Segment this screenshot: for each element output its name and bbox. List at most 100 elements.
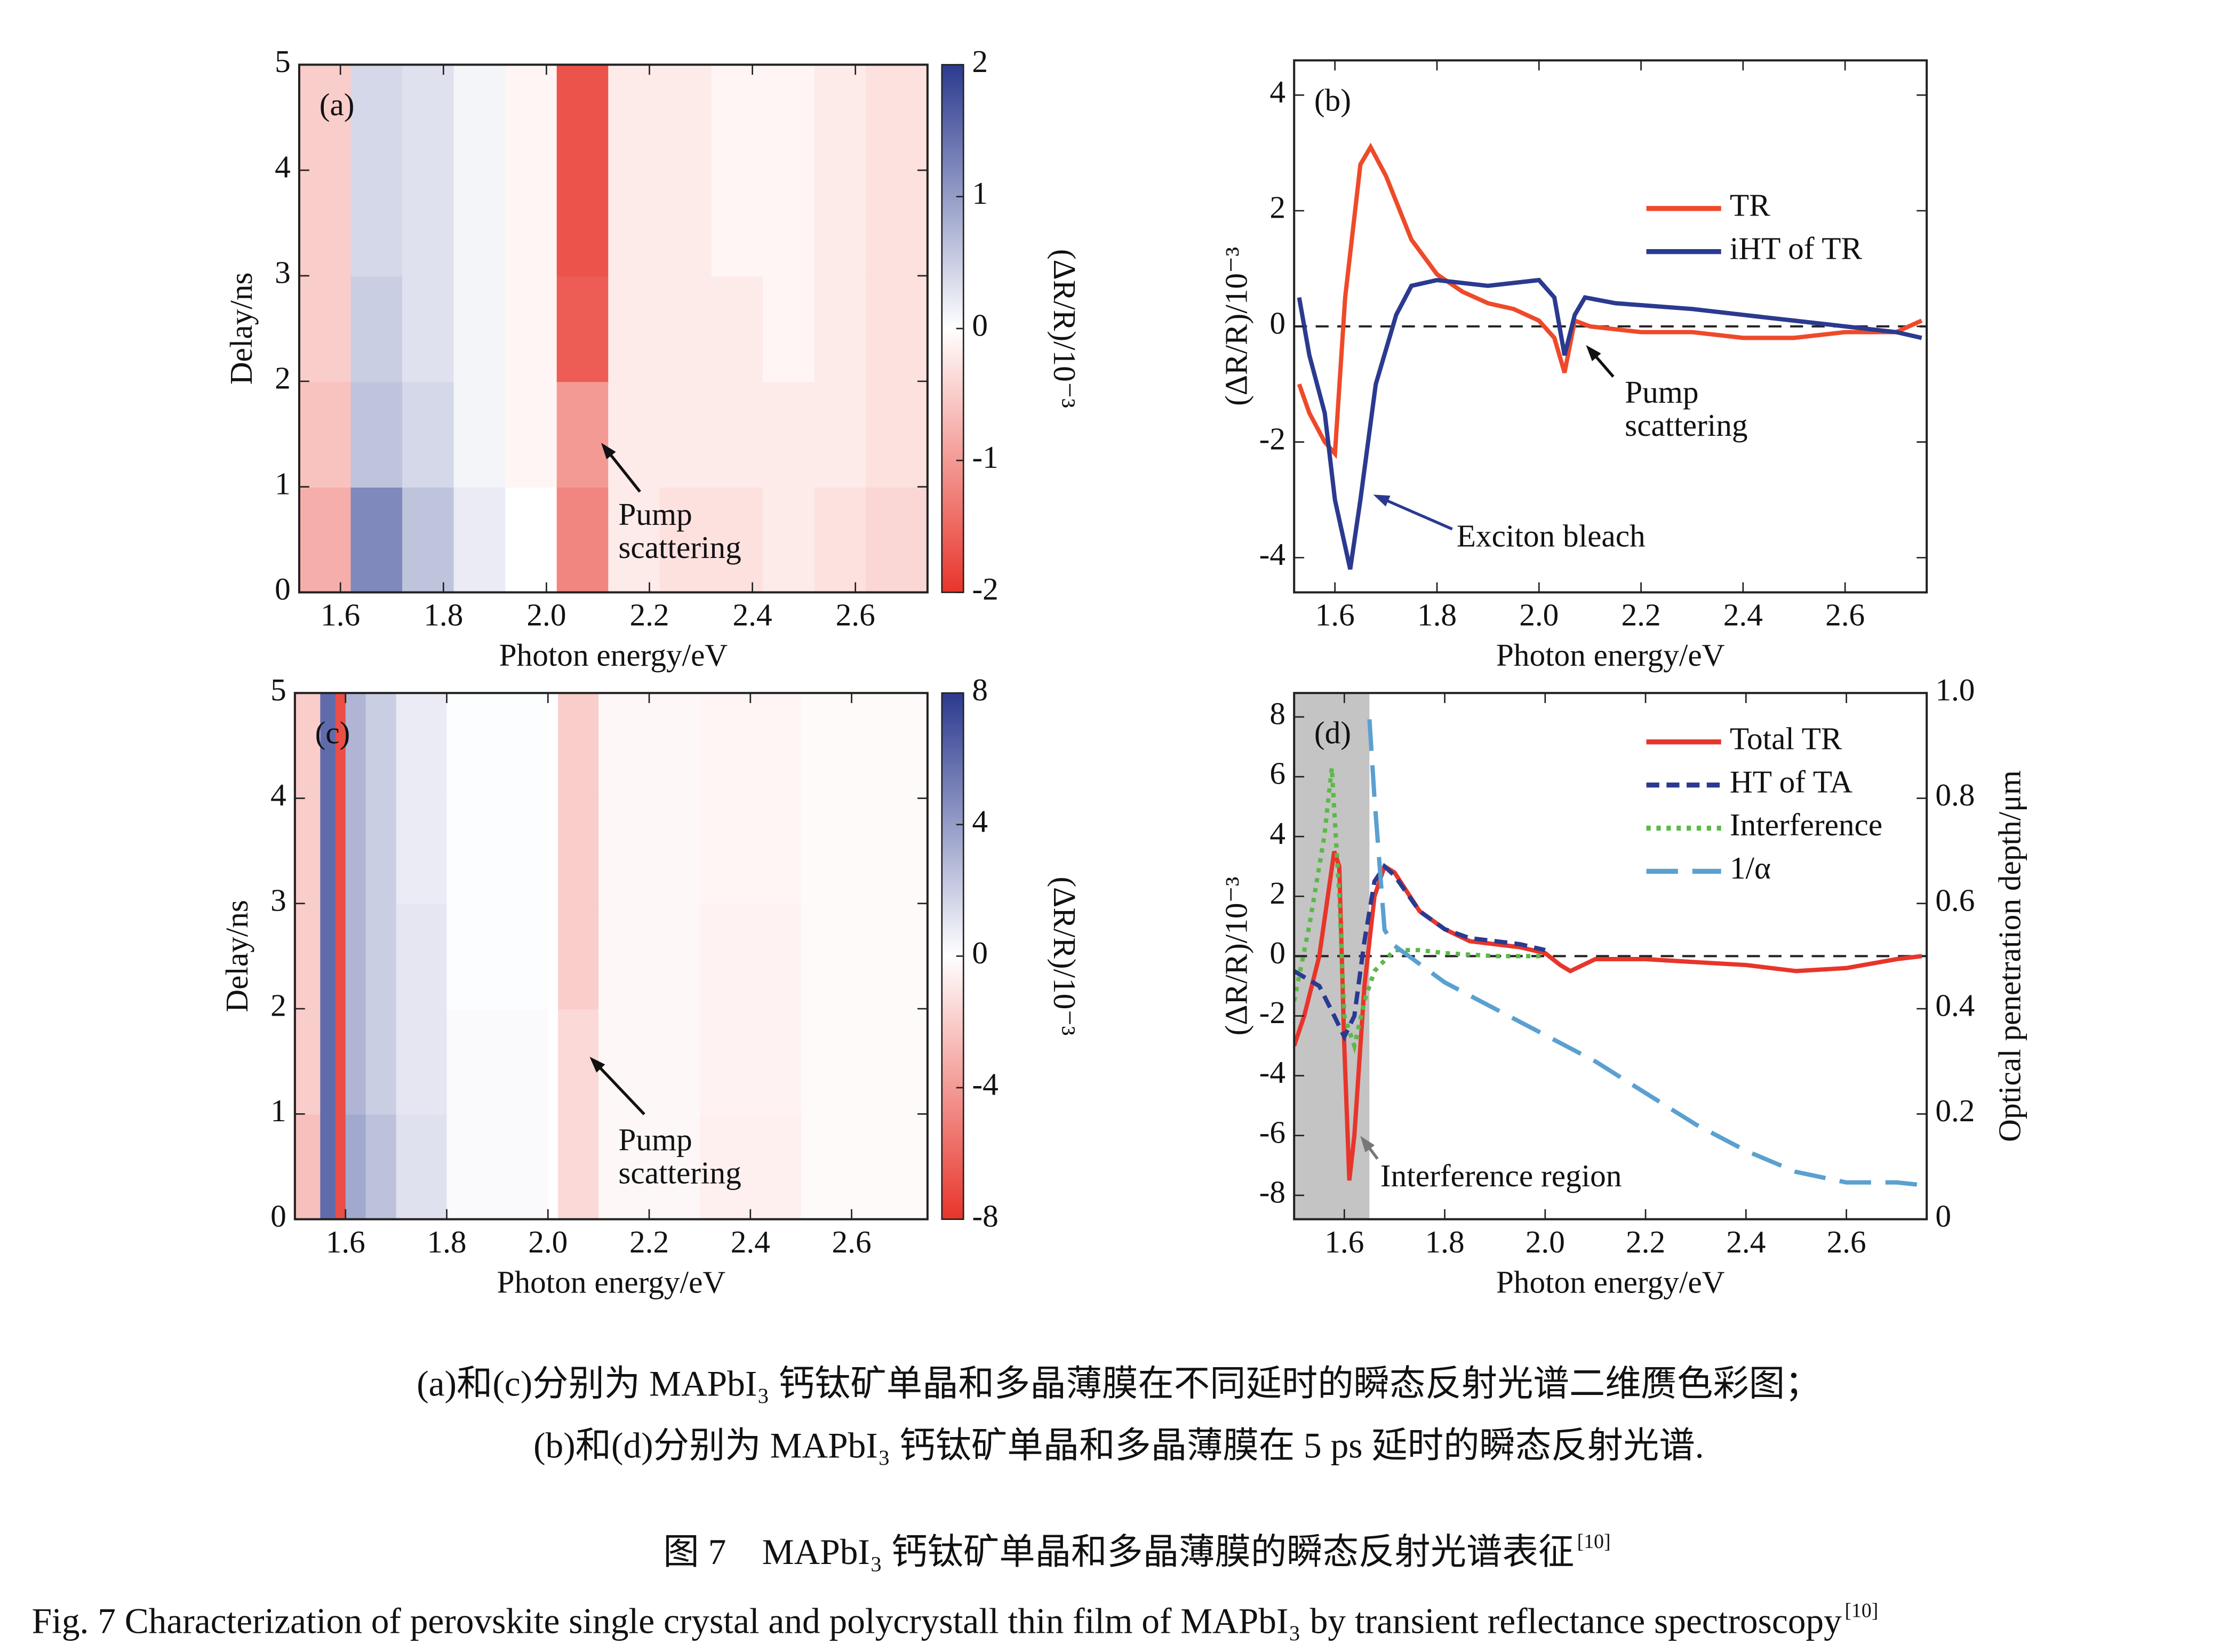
heat-cell (659, 275, 712, 382)
y-tick-label: 3 (270, 882, 286, 917)
heat-cell (335, 693, 347, 799)
heat-cell (762, 170, 815, 277)
heat-cell (598, 903, 701, 1010)
annotation: Exciton bleach (1457, 518, 1646, 553)
heat-cell (801, 903, 928, 1010)
heat-cell (320, 903, 337, 1010)
annotation: Pump (618, 1122, 692, 1157)
x-tick-label: 2.6 (1827, 1224, 1866, 1259)
heat-cell (453, 486, 506, 593)
heat-cell (365, 693, 397, 799)
line-series (1367, 719, 1922, 1187)
heat-cell (801, 1009, 928, 1115)
x-axis-label: Photon energy/eV (1496, 637, 1725, 673)
heat-cell (402, 275, 454, 382)
x-tick-label: 2.4 (731, 1224, 770, 1259)
heat-cell (556, 381, 609, 488)
legend-label: 1/α (1730, 850, 1771, 885)
heat-cell (866, 65, 928, 171)
x-tick-label: 2.0 (528, 1224, 568, 1259)
panel: -8 -4 0 4 8 (ΔR/R)/10⁻³ 1.6 1.8 2.0 2.2 2.4 2.6 0 1 2 3… (219, 672, 1082, 1299)
heat-cell (548, 693, 559, 799)
x-tick-label: 1.8 (1417, 597, 1457, 633)
panel-label: (a) (320, 87, 355, 122)
annotation: Interference region (1380, 1158, 1622, 1193)
heat-cell (866, 381, 928, 488)
y-tick-label: 0 (270, 1198, 286, 1233)
heat-cell (345, 1009, 367, 1115)
heat-cell (801, 798, 928, 905)
colorbar-tick-label: -2 (972, 571, 998, 606)
y2-tick-label: 0.2 (1935, 1093, 1975, 1128)
heat-cell (505, 381, 558, 488)
annotation-arrow (594, 1062, 645, 1115)
x-axis-label: Photon energy/eV (1496, 1264, 1725, 1299)
y-tick-label: 5 (270, 672, 286, 707)
heat-cell (335, 1114, 347, 1219)
y-axis-label: Delay/ns (223, 273, 259, 385)
y-tick-label: -2 (1259, 421, 1285, 456)
heat-cell (294, 1114, 321, 1219)
x-tick-label: 2.0 (1526, 1224, 1565, 1259)
heat-cell (345, 693, 367, 799)
caption-line: (b)和(d)分别为 MAPbI₃ 钙钛矿单晶和多晶薄膜在 5 ps 延时的瞬态… (533, 1425, 1704, 1465)
y-tick-label: 0 (275, 571, 291, 606)
heat-cell (505, 486, 558, 593)
heat-cell (505, 65, 558, 171)
colorbar-tick-label: 4 (972, 803, 988, 839)
heat-cell (402, 486, 454, 593)
y-tick-label: 2 (1269, 875, 1285, 911)
annotation: Pump (1625, 374, 1698, 410)
y2-tick-label: 0 (1935, 1198, 1951, 1233)
heat-cell (446, 903, 549, 1010)
x-tick-label: 1.8 (427, 1224, 466, 1259)
y-tick-label: 2 (1269, 190, 1285, 225)
y-tick-label: 4 (270, 777, 286, 812)
x-tick-label: 1.6 (1315, 597, 1355, 633)
heat-cell (814, 275, 867, 382)
x-tick-label: 2.2 (629, 597, 669, 633)
legend-label: HT of TA (1730, 764, 1852, 799)
heat-cell (320, 1114, 337, 1219)
y-tick-label: 4 (1269, 816, 1285, 851)
heat-cell (350, 486, 403, 593)
y2-tick-label: 1.0 (1935, 672, 1975, 707)
heat-cell (345, 798, 367, 905)
heat-cell (299, 381, 352, 488)
heat-cell (866, 275, 928, 382)
plot-area (1294, 142, 1927, 570)
y2-tick-label: 0.6 (1935, 882, 1975, 917)
heat-cell (608, 65, 661, 171)
x-tick-label: 2.0 (526, 597, 566, 633)
plot-area (1294, 693, 1927, 1219)
heat-cell (350, 170, 403, 277)
heat-cell (396, 1009, 448, 1115)
colorbar-tick-label: -4 (972, 1067, 998, 1102)
legend-label: Interference (1730, 807, 1882, 842)
y-tick-label: -4 (1259, 537, 1285, 572)
heat-cell (762, 275, 815, 382)
y-axis-label: (ΔR/R)/10⁻³ (1218, 247, 1253, 406)
plot-frame (298, 63, 929, 594)
colorbar-tick-label: 8 (972, 672, 988, 707)
panel: Total TR HT of TA Interference 1/α 1.6 1.8 2.0… (1218, 672, 2027, 1299)
heat-cell (345, 903, 367, 1010)
reference: [10] (1844, 1599, 1878, 1622)
y2-tick-label: 0.8 (1935, 777, 1975, 812)
y-tick-label: 1 (275, 466, 291, 501)
caption-line: (a)和(c)分别为 MAPbI₃ 钙钛矿单晶和多晶薄膜在不同延时的瞬态反射光谱… (417, 1364, 1820, 1404)
y-tick-label: -2 (1259, 995, 1285, 1030)
heat-cell (866, 170, 928, 277)
heat-cell (294, 693, 321, 799)
y-tick-label: 4 (1269, 74, 1285, 109)
annotation-arrow (1380, 497, 1453, 531)
heat-cell (699, 903, 802, 1010)
heat-cell (505, 170, 558, 277)
plot-area (294, 693, 928, 1219)
heat-cell (365, 1114, 397, 1219)
heat-cell (711, 275, 764, 382)
x-tick-label: 1.6 (1324, 1224, 1364, 1259)
heat-cell (402, 65, 454, 171)
heat-cell (365, 798, 397, 905)
colorbar-tick-label: -8 (972, 1198, 998, 1233)
